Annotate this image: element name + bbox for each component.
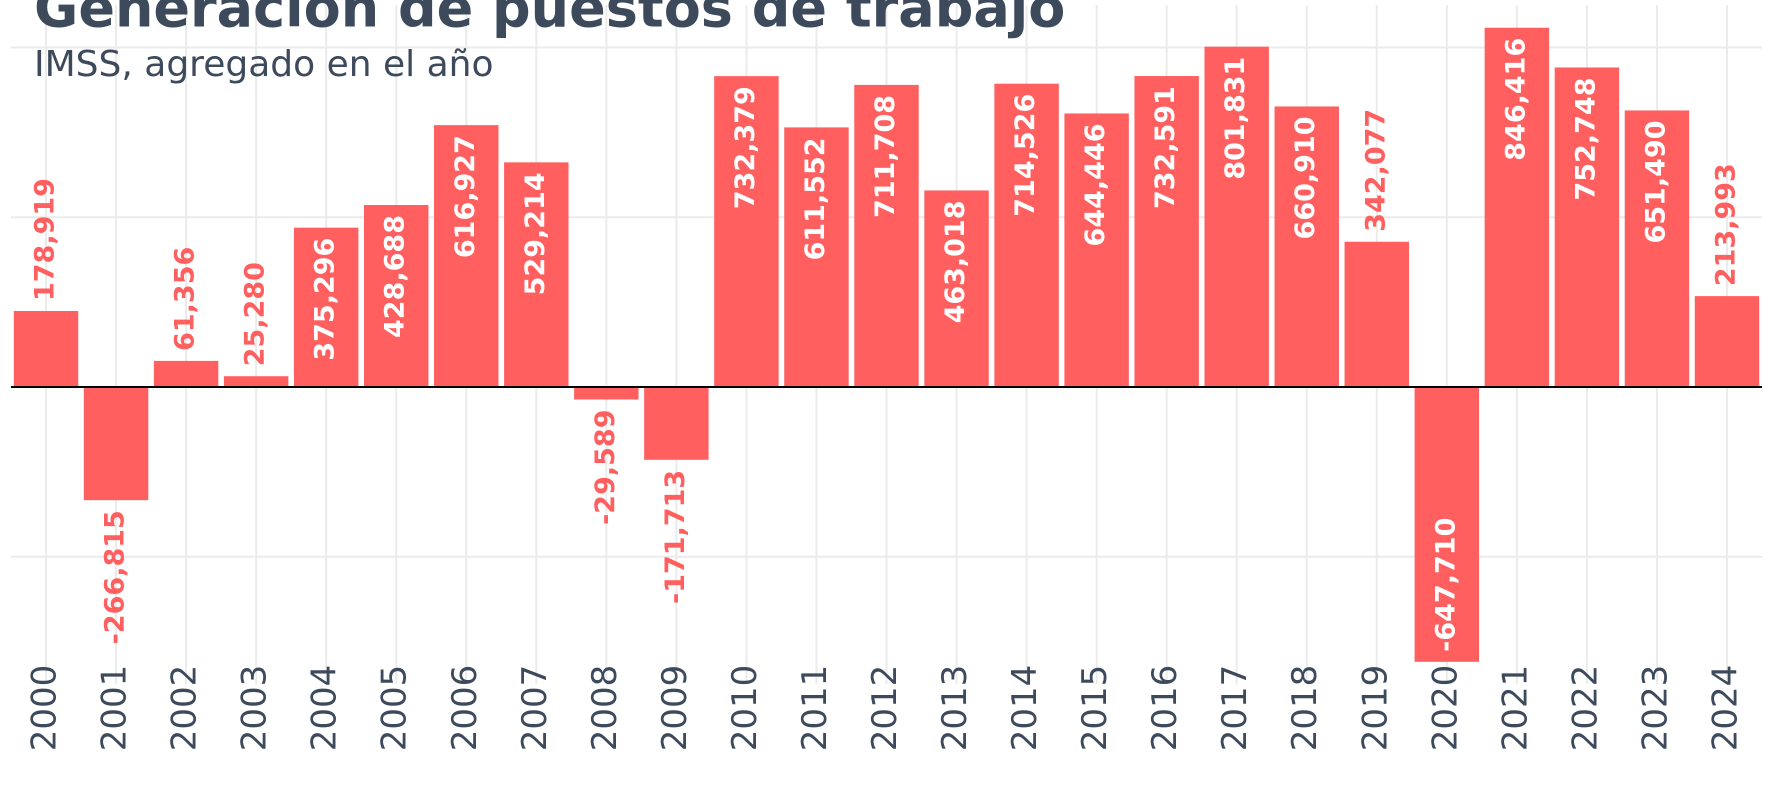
x-tick-label: 2003 bbox=[235, 665, 275, 752]
x-tick-label: 2019 bbox=[1355, 665, 1395, 752]
data-label: 213,993 bbox=[1710, 163, 1741, 286]
x-tick-label: 2024 bbox=[1705, 665, 1745, 752]
bar bbox=[574, 386, 639, 400]
x-tick-label: 2011 bbox=[795, 665, 835, 752]
bar bbox=[293, 227, 359, 387]
bar bbox=[153, 360, 219, 387]
data-label: 732,591 bbox=[1150, 86, 1181, 209]
data-label: -266,815 bbox=[100, 510, 131, 644]
data-label: 61,356 bbox=[170, 247, 201, 351]
data-label: 428,688 bbox=[380, 215, 411, 338]
x-tick-label: 2022 bbox=[1565, 665, 1605, 752]
bar bbox=[1414, 386, 1480, 662]
x-tick-label: 2014 bbox=[1005, 665, 1045, 752]
bar bbox=[434, 125, 499, 387]
bar bbox=[13, 311, 79, 387]
x-tick-label: 2002 bbox=[165, 665, 205, 752]
x-tick-label: 2001 bbox=[95, 665, 135, 752]
data-label: 178,919 bbox=[30, 178, 61, 301]
bar bbox=[83, 386, 149, 501]
bar bbox=[924, 190, 989, 387]
data-label: 801,831 bbox=[1220, 57, 1251, 180]
x-tick-label: 2008 bbox=[585, 665, 625, 752]
x-tick-label: 2023 bbox=[1635, 665, 1675, 752]
bar bbox=[1134, 76, 1199, 387]
bars bbox=[13, 27, 1760, 662]
x-tick-label: 2017 bbox=[1215, 665, 1255, 752]
x-tick-label: 2016 bbox=[1145, 665, 1185, 752]
bar bbox=[1204, 46, 1269, 387]
bar bbox=[223, 376, 289, 387]
x-tick-label: 2000 bbox=[25, 665, 65, 752]
bar bbox=[1554, 67, 1620, 387]
bar bbox=[1344, 241, 1409, 387]
bar bbox=[854, 84, 919, 387]
x-tick-label: 2013 bbox=[935, 665, 975, 752]
x-tick-label: 2018 bbox=[1285, 665, 1325, 752]
x-tick-label: 2006 bbox=[445, 665, 485, 752]
x-tick-label: 2020 bbox=[1425, 665, 1465, 752]
data-label: 711,708 bbox=[870, 95, 901, 218]
data-label: 660,910 bbox=[1290, 116, 1321, 239]
data-label: -647,710 bbox=[1430, 518, 1461, 652]
data-label: 651,490 bbox=[1640, 120, 1671, 243]
data-label: 846,416 bbox=[1500, 38, 1531, 161]
x-tick-label: 2007 bbox=[515, 665, 555, 752]
data-label: 463,018 bbox=[940, 200, 971, 323]
chart-subtitle: IMSS, agregado en el año bbox=[34, 44, 493, 85]
chart-title: Generación de puestos de trabajo bbox=[34, 0, 1065, 40]
bar bbox=[1484, 27, 1550, 387]
bar bbox=[714, 76, 779, 387]
data-label: -29,589 bbox=[590, 409, 621, 524]
bar bbox=[1274, 106, 1339, 387]
bar bbox=[1624, 110, 1690, 387]
data-label: 714,526 bbox=[1010, 94, 1041, 217]
data-label: 25,280 bbox=[240, 262, 271, 366]
labels: 178,919 -266,815 61,356 25,280 375,296 428,68… bbox=[30, 38, 1742, 652]
bar bbox=[1694, 296, 1760, 387]
data-label: 375,296 bbox=[310, 238, 341, 361]
bar bbox=[784, 127, 849, 387]
data-label: -171,713 bbox=[660, 470, 691, 604]
data-label: 611,552 bbox=[800, 137, 831, 260]
data-label: 529,214 bbox=[520, 172, 551, 295]
data-label: 752,748 bbox=[1570, 77, 1601, 200]
data-label: 732,379 bbox=[730, 86, 761, 209]
bar bbox=[504, 162, 569, 387]
x-tick-label: 2012 bbox=[865, 665, 905, 752]
data-label: 644,446 bbox=[1080, 123, 1111, 246]
x-tick-label: 2015 bbox=[1075, 665, 1115, 752]
bar bbox=[994, 83, 1059, 387]
data-label: 342,077 bbox=[1360, 109, 1391, 232]
x-tick-label: 2010 bbox=[725, 665, 765, 752]
x-tick-label: 2005 bbox=[375, 665, 415, 752]
bar bbox=[1064, 113, 1129, 387]
x-tick-label: 2004 bbox=[305, 665, 345, 752]
x-tick-label: 2009 bbox=[655, 665, 695, 752]
bar bbox=[644, 386, 709, 460]
data-label: 616,927 bbox=[450, 135, 481, 258]
bar bbox=[364, 205, 429, 387]
x-tick-label: 2021 bbox=[1495, 665, 1535, 752]
